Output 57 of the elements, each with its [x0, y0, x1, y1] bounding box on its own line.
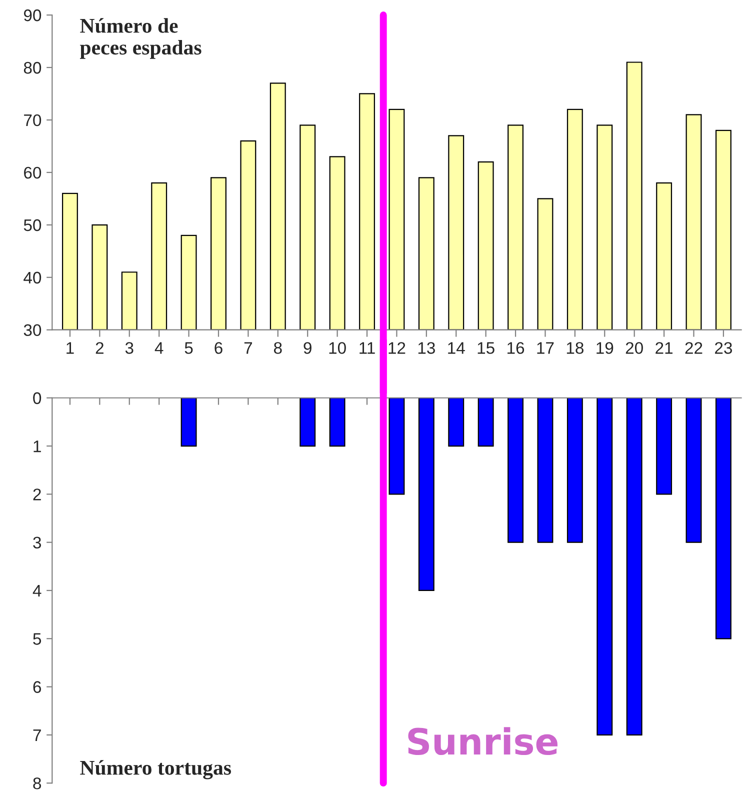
- x-tick-label: 13: [418, 342, 435, 354]
- y-tick-label: 5: [33, 633, 42, 645]
- bar: [596, 398, 613, 736]
- x-tick-label: 12: [388, 342, 406, 354]
- y-tick-label: 3: [33, 536, 41, 549]
- text: Número de peces espadas: [80, 18, 202, 59]
- y-tick-label: 60: [24, 166, 42, 179]
- bar: [715, 398, 732, 640]
- x-tick-label: 1: [66, 342, 74, 354]
- text: Sunrise: [408, 727, 558, 756]
- x-tick-label: 9: [304, 342, 312, 354]
- x-tick-label: 10: [329, 342, 346, 354]
- bar: [448, 398, 464, 447]
- y-tick-label: 6: [33, 681, 41, 693]
- y-tick-label: 30: [24, 324, 42, 336]
- x-tick-label: 23: [715, 342, 732, 354]
- x-tick-label: 16: [508, 342, 524, 354]
- y-tick-label: 1: [34, 440, 41, 452]
- x-tick-label: 18: [566, 342, 584, 354]
- y-tick-label: 70: [24, 114, 42, 126]
- x-tick-label: 20: [626, 342, 643, 354]
- y-tick-label: 2: [33, 488, 41, 500]
- x-tick-label: 11: [360, 342, 375, 354]
- x-tick-label: 5: [184, 342, 193, 354]
- bar: [418, 398, 434, 592]
- x-tick-label: 6: [214, 342, 222, 354]
- y-tick-label: 40: [24, 272, 42, 284]
- bar: [180, 398, 197, 447]
- bar: [566, 398, 583, 543]
- x-tick-label: 15: [478, 342, 494, 354]
- x-tick-label: 21: [656, 342, 672, 354]
- y-tick-label: 4: [32, 585, 42, 597]
- x-tick-label: 7: [244, 342, 252, 354]
- bar: [300, 398, 316, 447]
- x-tick-label: 2: [96, 342, 104, 354]
- bar: [508, 398, 524, 543]
- y-tick-label: 90: [24, 9, 42, 22]
- y-tick-label: 50: [24, 219, 42, 232]
- x-tick-label: 17: [537, 342, 554, 354]
- bar: [626, 398, 642, 736]
- y-tick-label: 0: [33, 392, 42, 404]
- text: Número tortugas: [80, 760, 232, 780]
- bar: [537, 398, 554, 543]
- bar: [478, 398, 494, 447]
- x-tick-label: 3: [125, 342, 134, 354]
- x-tick-label: 8: [274, 342, 282, 354]
- y-tick-label: 8: [33, 777, 42, 790]
- bar: [388, 398, 405, 495]
- y-tick-label: 80: [24, 62, 42, 74]
- x-tick-label: 14: [448, 342, 465, 354]
- y-tick-label: 7: [33, 730, 41, 741]
- bar: [329, 398, 346, 447]
- x-tick-label: 4: [154, 342, 164, 354]
- x-tick-label: 19: [596, 342, 614, 354]
- bar: [656, 398, 672, 495]
- bar: [686, 398, 702, 543]
- x-tick-label: 22: [685, 342, 702, 354]
